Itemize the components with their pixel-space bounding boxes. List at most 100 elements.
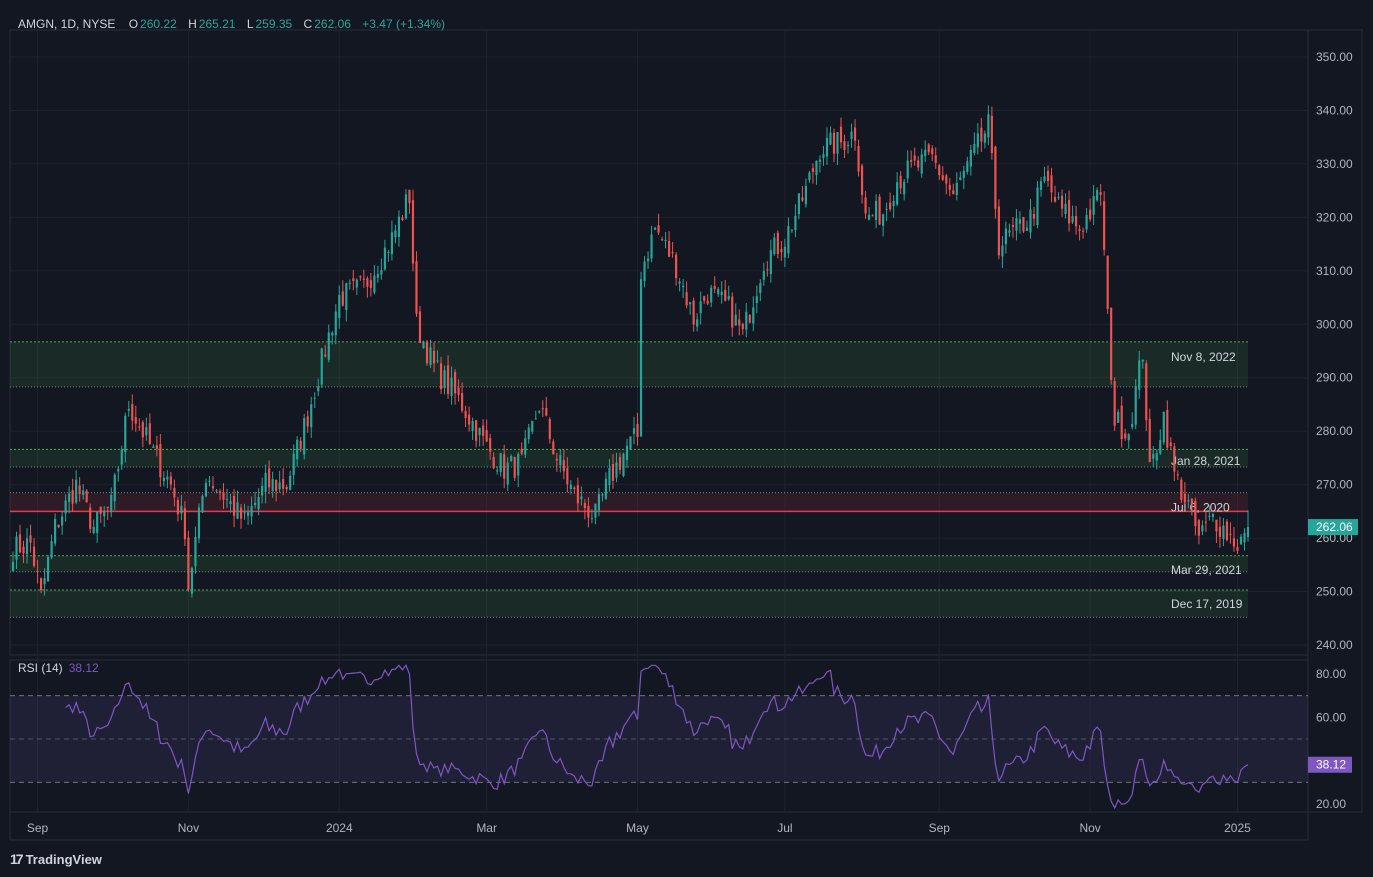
candle-body: [1162, 411, 1165, 443]
candle-body: [573, 487, 576, 490]
candle-body: [492, 457, 495, 469]
candle: [348, 279, 351, 290]
candle: [425, 340, 429, 366]
candle-body: [717, 289, 720, 295]
candle-body: [934, 155, 937, 163]
candle-body: [397, 216, 401, 237]
close-label: C: [303, 17, 313, 31]
candle: [1106, 255, 1109, 314]
time-tick-label: Nov: [1079, 821, 1100, 835]
candle-body: [54, 518, 57, 544]
candle-body: [106, 506, 109, 509]
candle-body: [678, 281, 681, 284]
candle: [776, 230, 779, 259]
candle-body: [741, 323, 744, 329]
candle-body: [264, 472, 267, 492]
candle: [822, 145, 825, 166]
candle-body: [1215, 519, 1218, 532]
candle: [555, 452, 558, 472]
candle: [313, 392, 316, 409]
candle-body: [664, 239, 667, 242]
candle-body: [811, 168, 815, 173]
candle-body: [538, 411, 541, 413]
candle-body: [601, 494, 604, 496]
candle: [222, 483, 225, 510]
candle-body: [650, 234, 653, 259]
candle: [229, 493, 232, 513]
candle: [197, 503, 201, 544]
candle-body: [836, 132, 839, 154]
candle-body: [1103, 201, 1106, 250]
candle-body: [1043, 176, 1046, 182]
candle: [134, 405, 137, 432]
candle: [867, 206, 871, 221]
candle-body: [994, 146, 997, 209]
candle-body: [218, 491, 222, 494]
candle: [468, 406, 471, 432]
candle: [355, 278, 358, 295]
candle-body: [257, 496, 260, 510]
candle: [64, 494, 67, 522]
candle-body: [924, 149, 927, 156]
candle: [1011, 217, 1015, 238]
candle: [832, 128, 836, 163]
candle-body: [208, 480, 211, 482]
rsi-header[interactable]: RSI (14) 38.12: [18, 661, 99, 675]
candle-body: [724, 289, 727, 301]
rsi-last-label: 38.12: [1316, 758, 1346, 772]
candle: [190, 566, 194, 598]
candle: [299, 437, 302, 453]
candle: [1078, 225, 1081, 241]
candle: [92, 519, 95, 535]
candle: [1064, 193, 1067, 219]
candle: [1169, 437, 1172, 450]
candle-body: [976, 133, 979, 148]
candle: [303, 413, 306, 460]
symbol-label[interactable]: AMGN, 1D, NYSE: [18, 17, 116, 31]
tradingview-logo[interactable]: 17 TradingView: [10, 851, 102, 867]
candle: [927, 143, 930, 156]
candle: [1008, 223, 1011, 238]
candle-body: [1057, 196, 1060, 198]
candle: [1190, 497, 1193, 516]
candle: [1074, 205, 1078, 235]
candle-body: [1239, 536, 1243, 545]
candle-body: [853, 127, 857, 141]
candle: [1071, 205, 1074, 225]
candle-body: [1190, 498, 1193, 505]
candle: [797, 193, 800, 220]
candle: [1015, 209, 1018, 241]
candle-body: [653, 227, 657, 230]
candle-body: [882, 214, 885, 226]
candle: [1141, 359, 1144, 369]
candle-body: [604, 478, 608, 499]
candle-body: [162, 477, 165, 482]
price-tick-label: 350.00: [1316, 50, 1353, 64]
candle-body: [548, 419, 551, 440]
candle-body: [910, 159, 913, 162]
candle-body: [860, 165, 864, 195]
rsi-header-value: 38.12: [68, 661, 99, 675]
candle-body: [1194, 500, 1197, 527]
candle: [980, 117, 983, 152]
candle-body: [646, 258, 650, 262]
candle-body: [292, 453, 295, 476]
candle-body: [615, 462, 618, 478]
candle-body: [899, 175, 902, 189]
symbol-header: AMGN, 1D, NYSE O 260.22 H 265.21 L 259.35 C…: [18, 17, 453, 31]
candle-body: [720, 291, 723, 296]
candle-body: [380, 270, 383, 275]
candle-body: [878, 196, 881, 225]
candle: [913, 147, 916, 166]
candle: [78, 476, 81, 502]
candle: [896, 172, 899, 207]
candle-body: [906, 160, 909, 179]
candle-body: [239, 507, 243, 519]
candle-body: [68, 493, 71, 502]
candle: [931, 145, 934, 162]
candle-body: [671, 252, 674, 254]
candle: [1183, 482, 1186, 504]
candle-body: [155, 445, 158, 449]
candle: [903, 178, 906, 201]
